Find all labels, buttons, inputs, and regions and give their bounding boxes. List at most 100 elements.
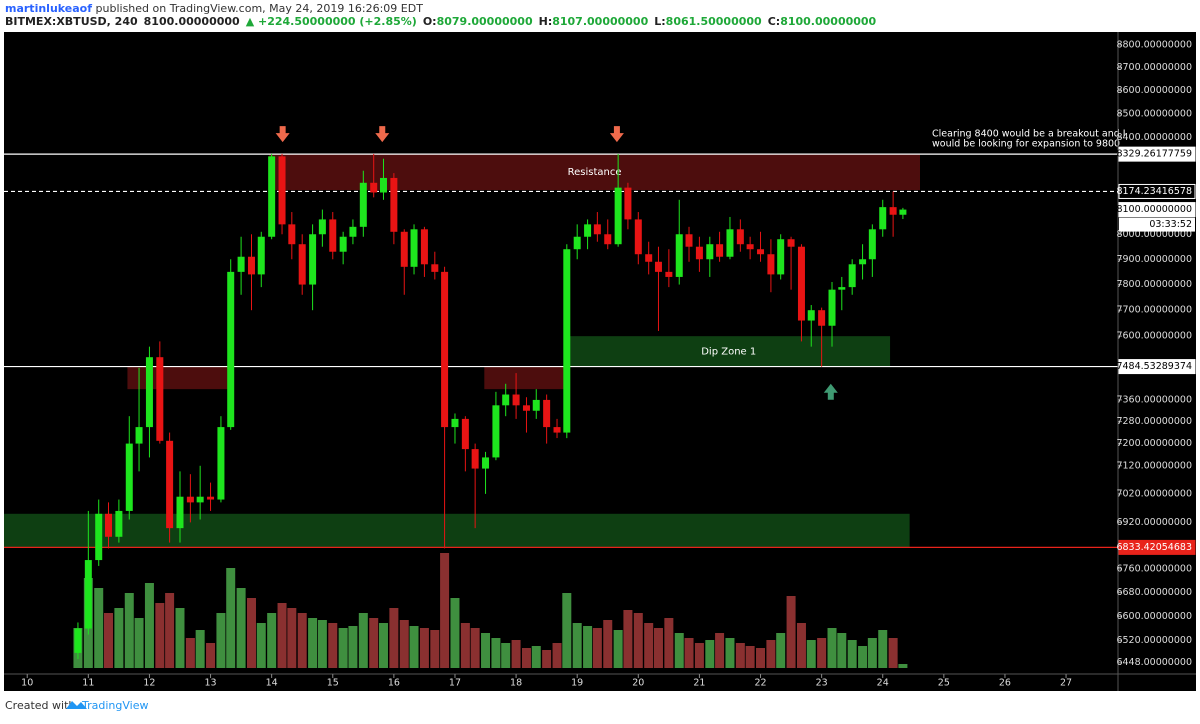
volume-bar [796,623,806,668]
volume-bar [837,633,847,668]
volume-bar [592,628,602,668]
candle-body [247,256,255,275]
y-tick-label: 8800.00000000 [1116,39,1192,50]
y-tick-label: 6448.00000000 [1116,657,1192,668]
overlay: Clearing 8400 would be a breakout and Iw… [275,126,1126,400]
volume-bar [867,638,877,668]
candle-body [522,405,530,411]
volume-bar [705,640,715,668]
volume-bar [542,650,552,668]
volume-bar [430,630,440,668]
countdown: 03:33:52 [1149,219,1192,230]
candle-body [145,357,153,428]
candle-body [848,264,856,288]
x-tick-label: 16 [388,678,400,689]
annotation: would be looking for expansion to 9800 [932,139,1120,150]
candle-body [420,229,428,265]
candle-body [278,156,286,225]
volume-bar [328,623,338,668]
volume-bar [440,553,450,668]
y-tick-label: 6920.00000000 [1116,517,1192,528]
annotation: Clearing 8400 would be a breakout and I [932,129,1126,140]
volume-bar [776,633,786,668]
candle-body [196,496,204,503]
author: martinlukeaof [5,2,92,15]
volume-bar [694,643,704,668]
candle-body [593,224,601,235]
volume-bar [847,640,857,668]
y-tick-label: 7800.00000000 [1116,279,1192,290]
candle-body [685,234,693,247]
x-tick-label: 23 [816,678,828,689]
candle-body [390,177,398,232]
candle-body [807,310,815,321]
candle-body [787,239,795,247]
volume-bar [674,633,684,668]
header-line: martinlukeaof published on TradingView.c… [5,2,423,15]
candle-body [125,443,133,511]
candle-body [318,219,326,235]
candle-body [532,399,540,411]
volume-bar [358,613,368,668]
volume-bar [369,618,379,668]
candle-body [482,457,490,469]
volume-bar [206,643,216,668]
candle-body [716,244,724,257]
candle-body [207,496,215,500]
candle-body [797,246,805,321]
volume-bar [603,620,613,668]
price-label-text: 8174.23416578 [1116,186,1192,197]
y-tick-label: 7900.00000000 [1116,254,1192,265]
candle-body [166,440,174,529]
candle-body [777,239,785,275]
arrow-marker [275,126,290,143]
candle-body [675,234,683,277]
volume-bar [297,613,307,668]
volume [73,553,908,668]
volume-bar [460,623,470,668]
candle-body [288,224,296,245]
price: 8100.00000000 [144,15,240,28]
volume-bar [165,593,175,668]
candle-body [645,254,653,262]
candle-body [818,310,826,326]
candle-body [339,236,347,252]
x-tick-label: 19 [571,678,583,689]
zone [567,336,891,367]
volume-bar [175,608,185,668]
y-tick-label: 7120.00000000 [1116,460,1192,471]
ohlc-key: O: [423,15,437,28]
candle-body [400,231,408,267]
x-tick-label: 18 [510,678,522,689]
zone [127,366,230,390]
volume-bar [806,640,816,668]
candle-body [410,229,418,267]
volume-bar [94,588,104,668]
x-tick-label: 17 [449,678,461,689]
volume-bar [450,598,460,668]
y-tick-label: 8700.00000000 [1116,62,1192,73]
volume-bar [552,643,562,668]
x-tick-label: 11 [82,678,94,689]
symbol: BITMEX:XBTUSD, 240 [5,15,138,28]
volume-bar [715,633,725,668]
volume-bar [827,628,837,668]
candle-body [298,244,306,285]
price-lines [4,153,1118,548]
x-tick-label: 22 [754,678,766,689]
candle-body [257,236,265,275]
candle-body [512,394,520,406]
candle-body [461,418,469,450]
candle-body [654,261,662,272]
candle-body [879,207,887,230]
volume-bar [786,596,796,668]
volume-bar [684,638,694,668]
y-tick-label: 7360.00000000 [1116,394,1192,405]
volume-bar [277,603,287,668]
y-tick-label: 7280.00000000 [1116,416,1192,427]
candle-body [492,405,500,458]
candle-body [695,246,703,260]
candle-body [665,271,673,277]
y-tick-label: 8500.00000000 [1116,108,1192,119]
